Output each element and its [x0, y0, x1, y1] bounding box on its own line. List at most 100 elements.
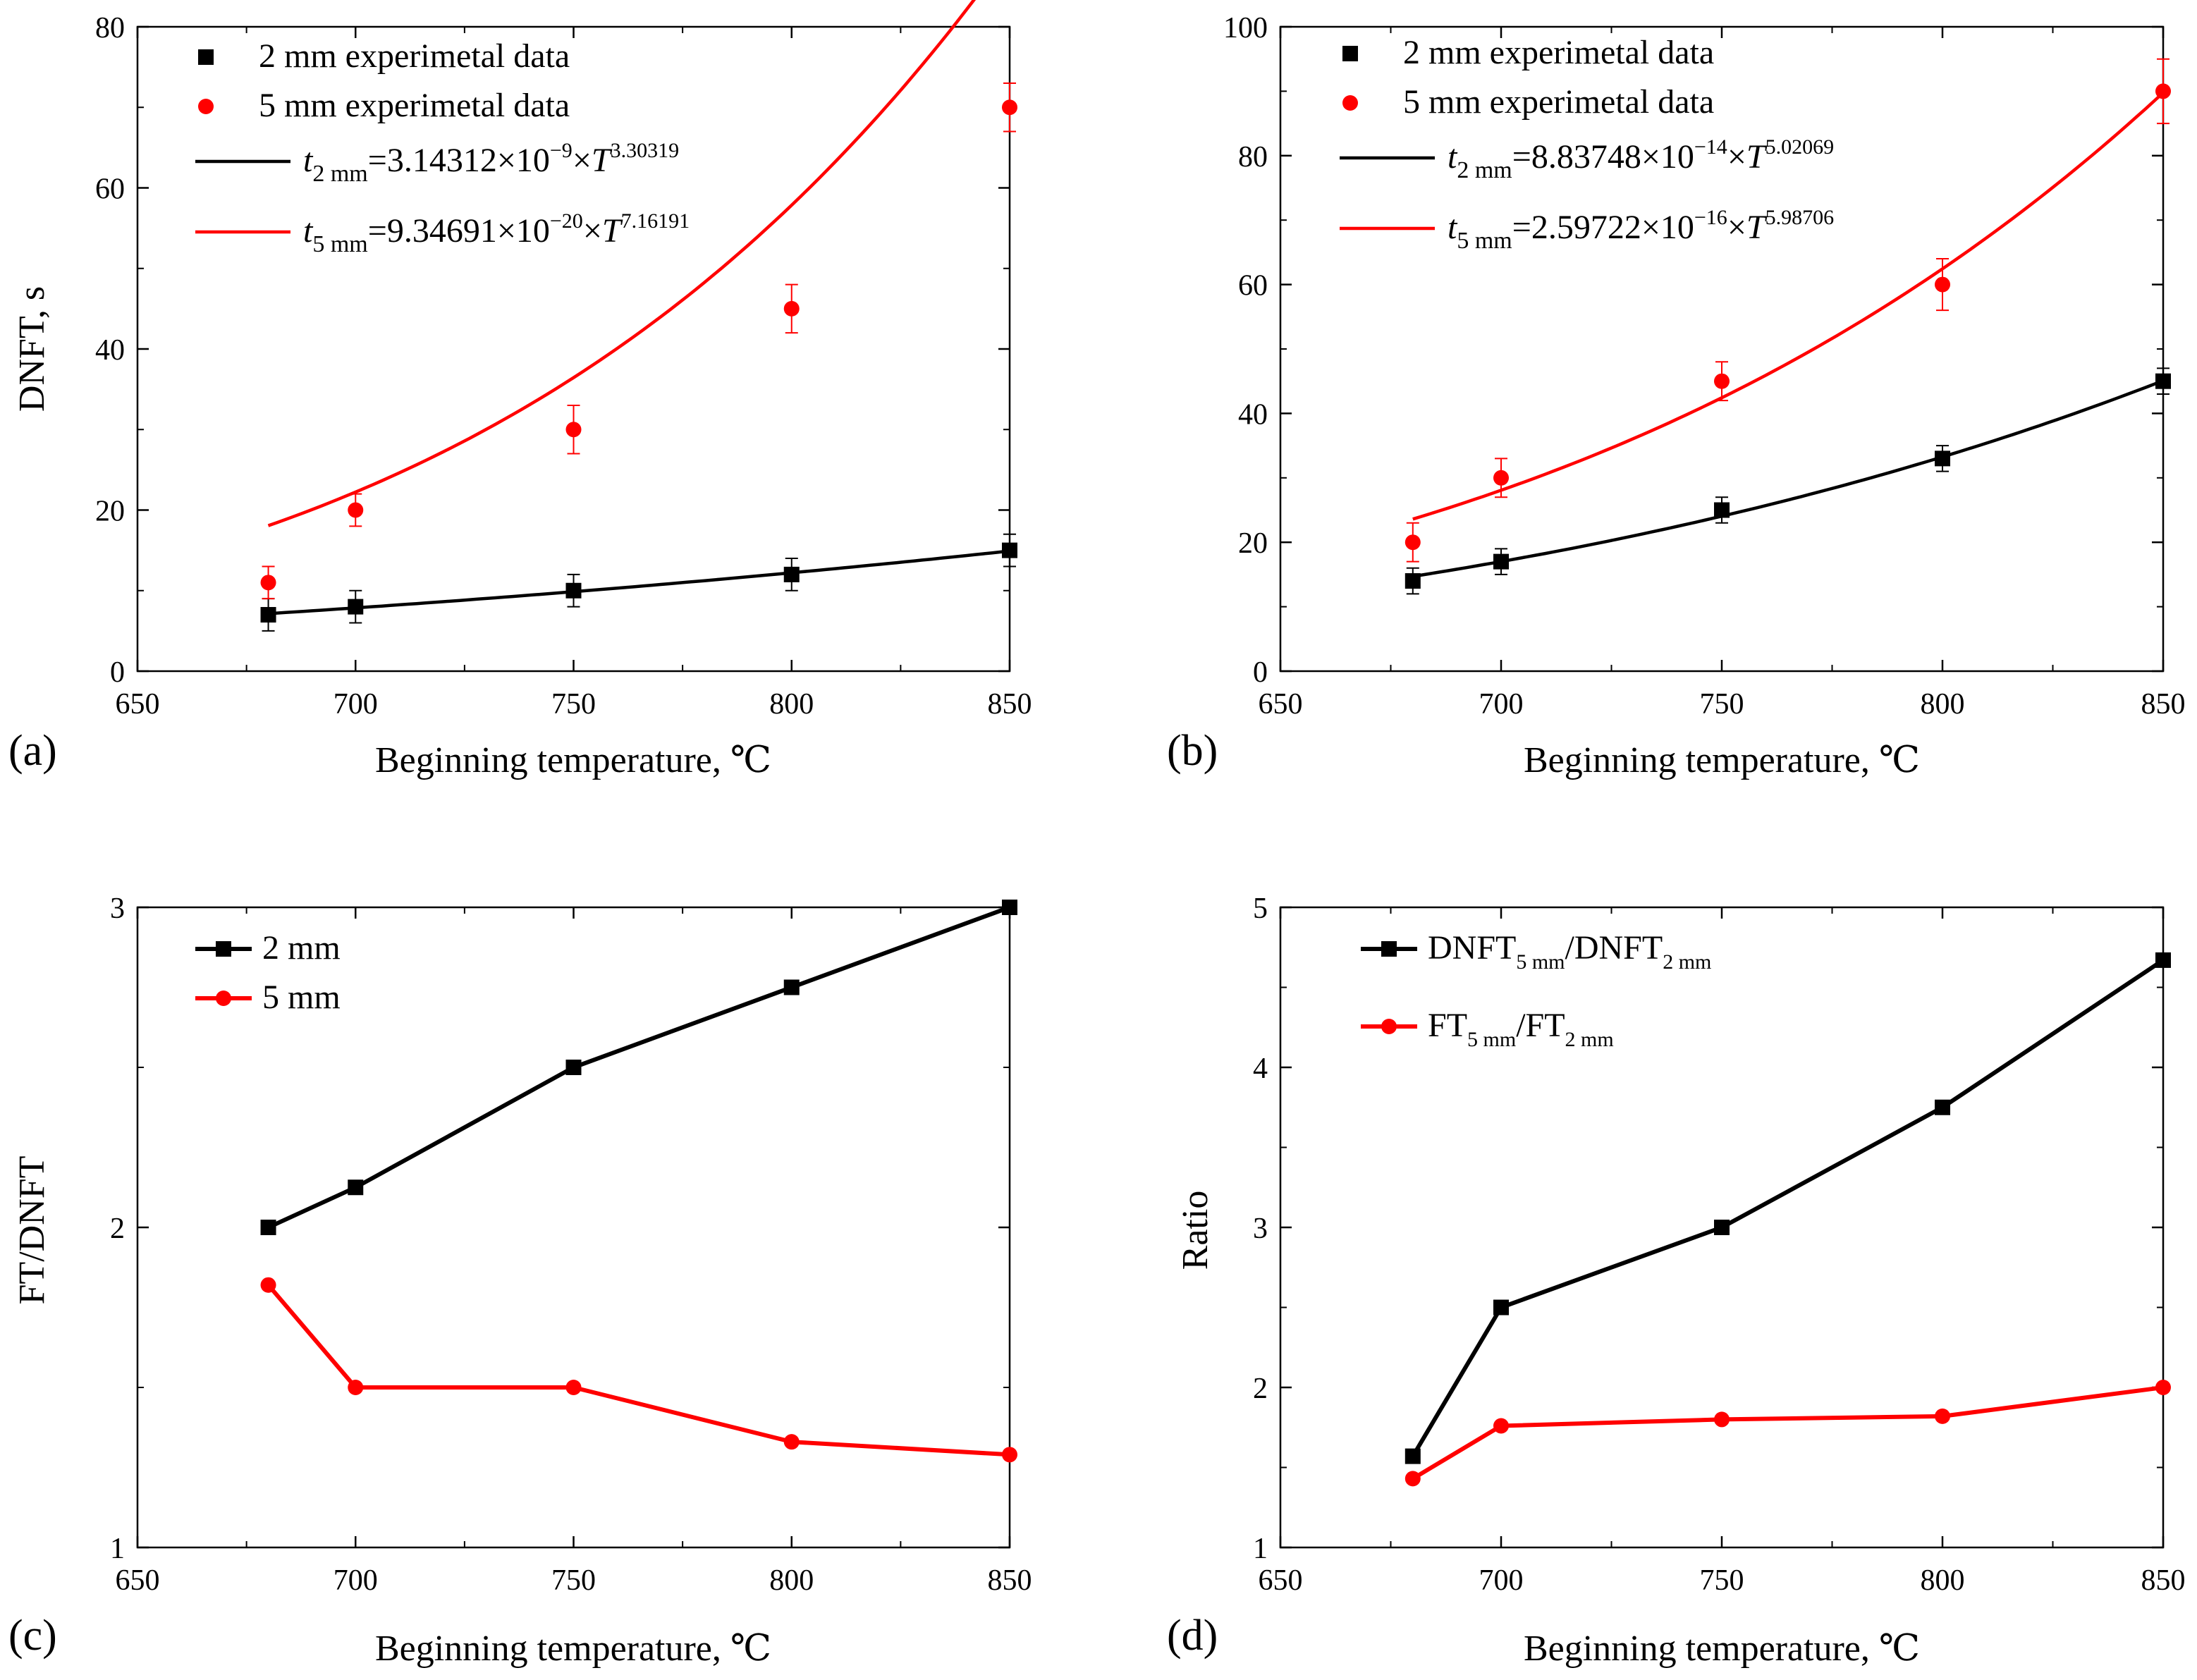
legend-item: 2 mm experimetal data	[1342, 34, 1714, 71]
x-tick-label: 700	[333, 1564, 378, 1597]
y-tick-label: 3	[1253, 1213, 1268, 1245]
data-point	[1002, 1447, 1017, 1463]
legend-label: 2 mm experimetal data	[259, 37, 570, 75]
data-point	[1405, 1471, 1421, 1487]
data-point	[1493, 470, 1509, 486]
data-point	[2155, 952, 2171, 968]
legend-label: t5 mm=2.59722×10−16×T5.98706	[1448, 206, 1834, 254]
x-axis-label: Beginning temperature, ℃	[1524, 740, 1920, 780]
legend-item: t5 mm=9.34691×10−20×T7.16191	[195, 209, 690, 257]
legend-var: t	[1448, 138, 1458, 176]
panel-label: (b)	[1167, 727, 1218, 775]
series-line	[267, 905, 1011, 1230]
data-point	[1935, 1099, 1950, 1115]
legend-superscript: −14	[1694, 135, 1727, 159]
legend-subscript: 2 mm	[312, 161, 367, 187]
data-point	[260, 575, 276, 591]
legend-superscript: −9	[550, 139, 573, 162]
data-point	[1405, 534, 1421, 551]
y-axis-label: DNFT, s	[12, 286, 52, 412]
fit-curve	[267, 0, 977, 527]
series-2	[1412, 379, 2164, 578]
legend-var-T: T	[592, 142, 613, 179]
panel-label: (c)	[8, 1612, 57, 1660]
y-tick-label: 0	[110, 656, 125, 689]
data-point	[783, 566, 800, 582]
y-tick-label: 2	[1253, 1373, 1268, 1405]
legend-part: DNFT	[1428, 929, 1516, 967]
x-tick-label: 700	[333, 688, 378, 721]
legend-label: FT5 mm/FT2 mm	[1428, 1007, 1614, 1051]
legend-var: t	[303, 212, 314, 250]
panel-label: (d)	[1167, 1612, 1218, 1660]
data-point	[1714, 373, 1730, 389]
panel-d: 650 700 750 800 850 1 2 3 4 5 Beginning temperatur…	[1167, 893, 2186, 1669]
legend-item: DNFT5 mm/DNFT2 mm	[1361, 929, 1711, 974]
legend-label: 5 mm experimetal data	[259, 87, 570, 124]
legend-superscript: −20	[550, 209, 583, 233]
x-tick-label: 650	[116, 1564, 160, 1597]
legend: 2 mm experimetal data 5 mm experimetal da…	[195, 37, 690, 257]
y-tick-label: 5	[1253, 893, 1268, 925]
legend-marker	[1342, 95, 1358, 111]
legend-marker	[198, 99, 214, 114]
data-point	[1493, 1418, 1509, 1434]
legend-item: 5 mm	[195, 979, 341, 1016]
legend-label: 2 mm experimetal data	[1403, 34, 1714, 71]
y-tick-label: 80	[1238, 141, 1268, 173]
x-tick-label: 650	[1259, 688, 1303, 721]
legend-subscript: 5 mm	[312, 231, 367, 257]
data-point	[783, 1434, 800, 1450]
legend-equation: =2.59722×10	[1512, 209, 1694, 246]
legend-subscript: 2 mm	[1663, 950, 1711, 974]
y-tick-label: 20	[95, 496, 125, 528]
legend-superscript: 5.98706	[1765, 206, 1835, 229]
legend-equation: =3.14312×10	[368, 142, 550, 179]
legend-marker	[198, 49, 214, 65]
series-0	[1405, 367, 2171, 595]
data-point	[565, 1380, 582, 1395]
legend-var: t	[303, 142, 314, 179]
x-tick-label: 800	[769, 1564, 814, 1597]
data-point	[260, 1277, 276, 1293]
fit-curve	[268, 549, 1010, 615]
data-point	[260, 607, 276, 623]
x-axis-label: Beginning temperature, ℃	[375, 1629, 771, 1669]
fit-curve	[1412, 379, 2164, 578]
x-tick-label: 650	[1259, 1564, 1303, 1597]
legend-item: 5 mm experimetal data	[1342, 83, 1714, 121]
legend-item: 2 mm	[195, 929, 341, 967]
series-1	[260, 1277, 1017, 1463]
data-point	[2155, 1380, 2171, 1395]
x-axis-label: Beginning temperature, ℃	[375, 740, 771, 780]
data-point	[565, 1060, 582, 1075]
data-point	[348, 502, 364, 518]
y-tick-label: 4	[1253, 1053, 1268, 1085]
data-point	[1493, 1299, 1509, 1316]
legend-times: ×	[583, 212, 602, 250]
legend-label: 2 mm	[262, 929, 341, 967]
series-0	[260, 533, 1017, 632]
y-tick-label: 60	[95, 173, 125, 206]
y-tick-label: 40	[95, 334, 125, 367]
legend-superscript: 5.02069	[1765, 135, 1835, 159]
data-point	[565, 422, 582, 438]
panel-c: 650 700 750 800 850 1 2 3 Beginning temperature,…	[8, 893, 1032, 1669]
legend-marker	[216, 941, 231, 957]
x-tick-label: 750	[1700, 688, 1744, 721]
legend-item: 2 mm experimetal data	[198, 37, 570, 75]
panel-label: (a)	[8, 727, 57, 775]
legend-superscript: 7.16191	[621, 209, 690, 233]
x-tick-label: 700	[1479, 688, 1524, 721]
legend-label: DNFT5 mm/DNFT2 mm	[1428, 929, 1711, 974]
legend-times: ×	[573, 142, 592, 179]
legend-item: FT5 mm/FT2 mm	[1361, 1007, 1614, 1051]
x-tick-label: 850	[2141, 688, 2186, 721]
data-point	[1935, 1408, 1950, 1424]
x-tick-label: 850	[2141, 1564, 2186, 1597]
legend-marker	[216, 991, 231, 1006]
data-point	[783, 979, 800, 995]
legend-item: t5 mm=2.59722×10−16×T5.98706	[1340, 206, 1834, 254]
legend-item: 5 mm experimetal data	[198, 87, 570, 124]
